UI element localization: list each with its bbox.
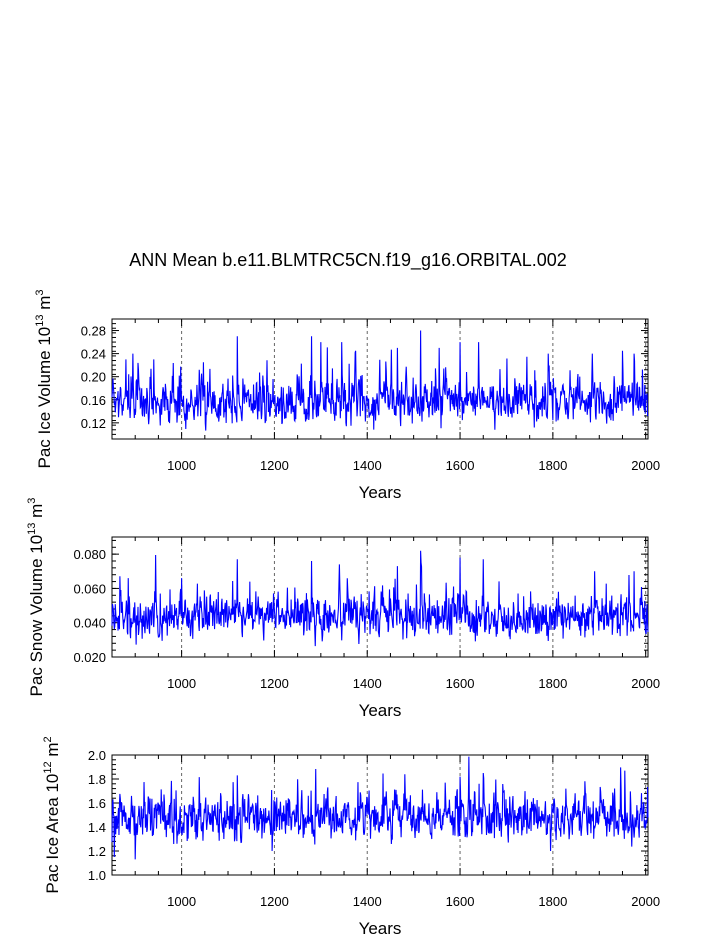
y-tick-label: 1.8 [88, 772, 106, 787]
series-line [111, 550, 649, 647]
x-tick-label: 2000 [631, 676, 660, 691]
x-axis-title: Years [359, 701, 402, 720]
series-line [111, 330, 649, 431]
x-tick-labels: 1000 1200 1400 1600 1800 2000 [167, 894, 660, 909]
x-tick-label: 1800 [538, 676, 567, 691]
y-tick-label: 0.24 [81, 347, 106, 362]
y-tick-label: 0.040 [73, 616, 106, 631]
x-axis-title: Years [359, 919, 402, 935]
x-tick-label: 1600 [446, 458, 475, 473]
y-axis-title: Pac Ice Volume 1013 m3 [34, 289, 54, 468]
x-gridlines [181, 537, 647, 657]
x-tick-labels: 1000 1200 1400 1600 1800 2000 [167, 458, 660, 473]
x-axis-title: Years [359, 483, 402, 502]
y-tick-label: 2.0 [88, 748, 106, 763]
x-tick-label: 1200 [260, 894, 289, 909]
x-tick-label: 1200 [260, 676, 289, 691]
y-tick-label: 1.4 [88, 820, 106, 835]
x-tick-label: 1400 [353, 676, 382, 691]
y-tick-labels: 0.020 0.040 0.060 0.080 [73, 547, 106, 665]
y-tick-labels: 1.0 1.2 1.4 1.6 1.8 2.0 [88, 748, 106, 883]
y-tick-label: 0.020 [73, 650, 106, 665]
x-tick-label: 1600 [446, 894, 475, 909]
x-tick-label: 1000 [167, 458, 196, 473]
y-tick-label: 1.2 [88, 844, 106, 859]
y-axis-title: Pac Ice Area 1012 m2 [42, 736, 62, 893]
x-tick-label: 1000 [167, 894, 196, 909]
x-tick-labels: 1000 1200 1400 1600 1800 2000 [167, 676, 660, 691]
y-tick-labels: 0.12 0.16 0.20 0.24 0.28 [81, 324, 106, 431]
x-tick-label: 2000 [631, 458, 660, 473]
plot-frame [111, 536, 649, 658]
x-tick-label: 1400 [353, 894, 382, 909]
x-tick-label: 1800 [538, 458, 567, 473]
y-tick-label: 0.060 [73, 581, 106, 596]
x-tick-label: 1800 [538, 894, 567, 909]
axis-ticks [111, 537, 648, 658]
figure-title: ANN Mean b.e11.BLMTRC5CN.f19_g16.ORBITAL… [129, 250, 567, 271]
y-tick-label: 0.28 [81, 324, 106, 339]
x-tick-label: 1600 [446, 676, 475, 691]
panel-ice-area: 1.0 1.2 1.4 1.6 1.8 2.0 1000 1200 1400 1600 1800 2… [42, 736, 660, 935]
x-tick-label: 1400 [353, 458, 382, 473]
series-line [111, 756, 649, 860]
y-tick-label: 0.080 [73, 547, 106, 562]
panel-snow-volume: 0.020 0.040 0.060 0.080 1000 1200 1400 1600 180… [26, 498, 660, 720]
x-tick-label: 1000 [167, 676, 196, 691]
y-tick-label: 1.0 [88, 868, 106, 883]
x-tick-label: 1200 [260, 458, 289, 473]
panel-ice-volume: 0.12 0.16 0.20 0.24 0.28 1000 1200 1400 1600 180… [34, 289, 660, 502]
y-tick-label: 1.6 [88, 796, 106, 811]
y-tick-label: 0.16 [81, 393, 106, 408]
x-tick-label: 2000 [631, 894, 660, 909]
y-tick-label: 0.12 [81, 416, 106, 431]
y-axis-title: Pac Snow Volume 1013 m3 [26, 498, 46, 697]
y-tick-label: 0.20 [81, 370, 106, 385]
